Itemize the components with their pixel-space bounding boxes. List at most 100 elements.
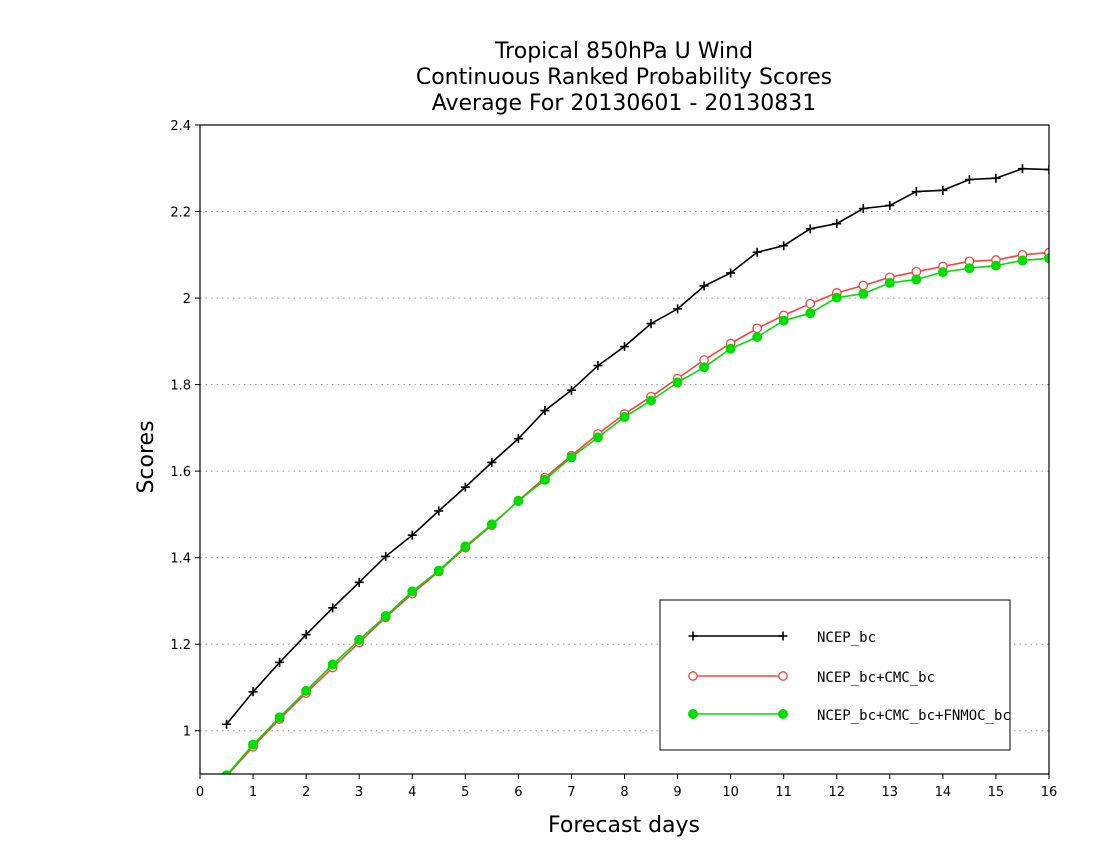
- legend-box: [659, 599, 1011, 751]
- data-point: [699, 281, 709, 291]
- data-point: [858, 288, 869, 299]
- x-tick-label: 11: [775, 785, 792, 800]
- grid-lines: [200, 211, 1049, 732]
- data-point: [487, 457, 497, 467]
- legend-label-ncep-bc: NCEP_bc: [817, 630, 876, 646]
- x-tick-label: 12: [828, 785, 845, 800]
- y-tick-label: 1: [183, 725, 191, 740]
- legend-entries: [688, 631, 789, 720]
- data-point: [221, 770, 232, 774]
- data-point: [566, 452, 577, 463]
- data-point: [274, 712, 285, 723]
- data-point: [937, 267, 948, 278]
- data-point: [699, 362, 710, 373]
- data-point: [327, 659, 338, 670]
- x-axis-title: Forecast days: [548, 813, 700, 838]
- data-point: [566, 385, 576, 395]
- x-tick-label: 8: [620, 785, 628, 800]
- data-point: [990, 260, 1001, 271]
- x-tick-label: 0: [196, 785, 204, 800]
- y-axis: 1 1.2 1.4 1.6 1.8 2 2.2 2.4: [170, 119, 200, 740]
- legend-marker: [778, 709, 789, 720]
- x-tick-label: 3: [355, 785, 363, 800]
- data-point: [301, 685, 312, 696]
- x-tick-label: 15: [988, 785, 1005, 800]
- x-tick-label: 7: [567, 785, 575, 800]
- x-axis: 0 1 2 3 4 5 6 7 8 9 10 11 12 13 14 15 16: [196, 774, 1057, 800]
- data-point: [619, 412, 630, 423]
- data-point: [884, 277, 895, 288]
- y-tick-label: 1.4: [170, 552, 191, 567]
- data-point: [673, 304, 683, 314]
- x-tick-label: 16: [1041, 785, 1058, 800]
- data-point: [460, 482, 470, 492]
- x-tick-label: 2: [302, 785, 310, 800]
- x-tick-label: 5: [461, 785, 469, 800]
- y-tick-label: 1.6: [170, 465, 191, 480]
- data-point: [752, 332, 763, 343]
- y-tick-label: 1.8: [170, 379, 191, 394]
- y-tick-label: 2.4: [170, 119, 191, 134]
- data-point: [434, 506, 444, 516]
- data-point: [805, 308, 816, 319]
- data-point: [858, 204, 868, 214]
- data-point: [858, 280, 869, 291]
- data-point: [513, 495, 524, 506]
- data-point: [354, 634, 365, 645]
- data-point: [911, 187, 921, 197]
- data-point: [620, 342, 629, 352]
- legend-label-ncep-cmc: NCEP_bc+CMC_bc: [817, 670, 935, 686]
- data-point: [646, 319, 656, 329]
- chart-title-line-1: Tropical 850hPa U Wind: [494, 39, 753, 64]
- data-point: [964, 263, 975, 274]
- data-point: [275, 657, 285, 667]
- data-point: [805, 298, 816, 309]
- legend-marker: [778, 631, 788, 641]
- chart-title-line-2: Continuous Ranked Probability Scores: [416, 65, 832, 90]
- data-point: [725, 343, 736, 354]
- data-point: [778, 315, 789, 326]
- legend-marker: [688, 671, 698, 681]
- legend-marker: [778, 671, 788, 681]
- data-point: [222, 719, 232, 729]
- data-point: [911, 274, 922, 285]
- data-point: [1017, 164, 1027, 174]
- data-point: [592, 432, 603, 443]
- y-tick-label: 1.2: [170, 638, 191, 653]
- legend-marker: [688, 709, 699, 720]
- data-point: [354, 577, 364, 587]
- y-axis-title: Scores: [134, 420, 159, 493]
- data-point: [513, 434, 523, 444]
- data-point: [540, 406, 550, 416]
- data-point: [752, 323, 763, 334]
- data-point: [328, 603, 338, 613]
- data-point: [460, 541, 471, 552]
- series-line-ncep-bc: [225, 167, 1049, 725]
- y-tick-label: 2: [183, 292, 191, 307]
- data-point: [301, 630, 311, 640]
- data-point: [486, 519, 497, 530]
- data-point: [991, 173, 1001, 183]
- x-tick-label: 9: [673, 785, 681, 800]
- series-ncep-bc: [222, 164, 1049, 729]
- data-point: [885, 200, 895, 210]
- legend-label-ncep-cmc-fnmoc: NCEP_bc+CMC_bc+FNMOC_bc: [817, 708, 1011, 724]
- data-point: [752, 247, 762, 257]
- data-point: [407, 530, 417, 540]
- x-tick-label: 6: [514, 785, 522, 800]
- data-point: [938, 185, 948, 195]
- data-point: [805, 224, 815, 234]
- data-point: [646, 395, 657, 406]
- x-tick-label: 10: [722, 785, 739, 800]
- data-point: [672, 377, 683, 388]
- x-tick-label: 14: [935, 785, 952, 800]
- legend: NCEP_bc NCEP_bc+CMC_bc NCEP_bc+CMC_bc+FN…: [659, 599, 1011, 751]
- chart-title-line-3: Average For 20130601 - 20130831: [432, 91, 817, 116]
- x-tick-label: 4: [408, 785, 416, 800]
- data-point: [407, 586, 418, 597]
- data-point: [381, 551, 391, 561]
- series-ncep-cmc-fnmoc: [221, 253, 1049, 774]
- data-point: [248, 687, 258, 697]
- data-point: [593, 361, 603, 371]
